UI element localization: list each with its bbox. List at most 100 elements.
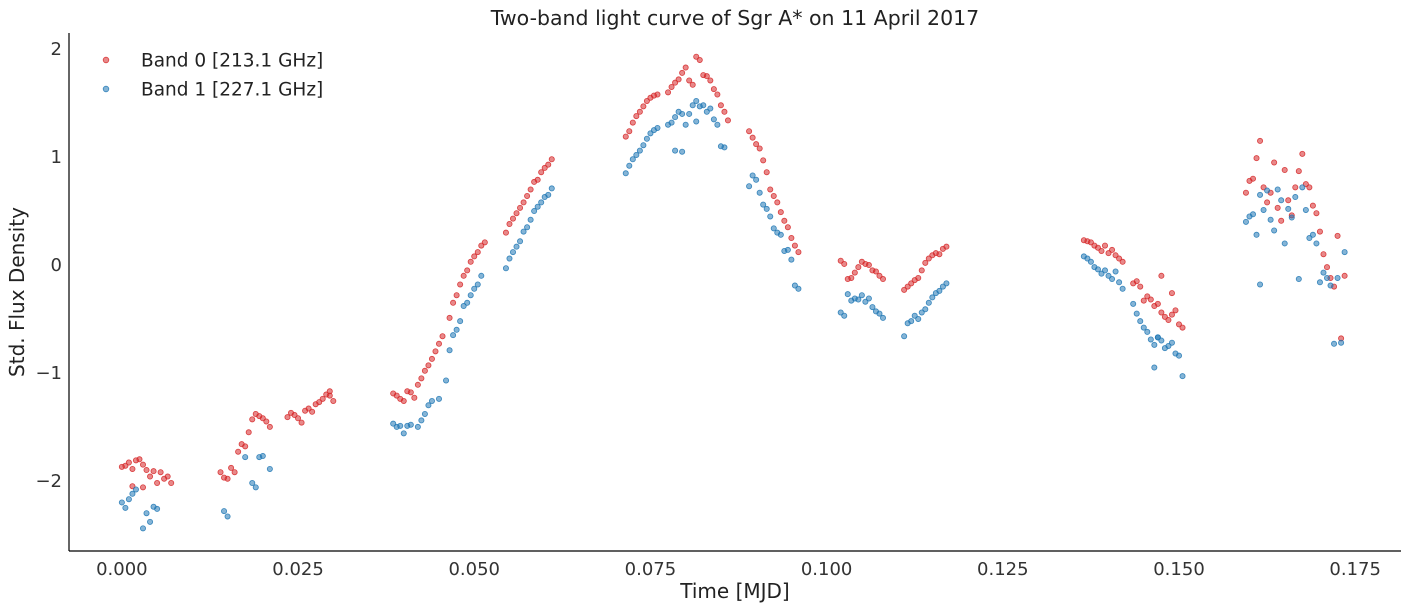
data-point xyxy=(513,243,520,250)
data-point xyxy=(1109,276,1116,283)
data-point xyxy=(749,172,756,179)
data-point xyxy=(672,147,679,154)
data-point xyxy=(143,467,150,474)
data-point xyxy=(682,121,689,128)
data-point xyxy=(460,272,467,279)
data-point xyxy=(517,238,524,245)
data-point xyxy=(1253,155,1260,162)
data-point xyxy=(538,199,545,206)
data-point xyxy=(1306,184,1313,191)
data-point xyxy=(217,469,224,476)
data-point xyxy=(1137,318,1144,325)
chart-title: Two-band light curve of Sgr A* on 11 Apr… xyxy=(490,6,979,30)
data-point xyxy=(1288,214,1295,221)
y-tick-label: 2 xyxy=(51,39,62,60)
data-point xyxy=(841,260,848,267)
data-point xyxy=(1299,150,1306,157)
data-point xyxy=(242,443,249,450)
data-point xyxy=(707,105,714,112)
data-point xyxy=(139,484,146,491)
data-point xyxy=(1165,317,1172,324)
data-point xyxy=(400,430,407,437)
data-point xyxy=(1271,227,1278,234)
data-point xyxy=(1119,285,1126,292)
data-point xyxy=(545,191,552,198)
data-point xyxy=(777,231,784,238)
data-point xyxy=(1119,258,1126,265)
data-point xyxy=(1327,282,1334,289)
data-point xyxy=(675,76,682,83)
data-point xyxy=(770,225,777,232)
data-point xyxy=(1292,184,1299,191)
data-point xyxy=(136,456,143,463)
data-point xyxy=(464,299,471,306)
data-point xyxy=(855,264,862,271)
data-point xyxy=(689,81,696,88)
data-point xyxy=(696,56,703,63)
data-point xyxy=(872,268,879,275)
data-point xyxy=(1267,216,1274,223)
legend-label: Band 0 [213.1 GHz] xyxy=(141,51,323,72)
data-point xyxy=(689,102,696,109)
data-point xyxy=(527,216,534,223)
data-point xyxy=(1320,251,1327,258)
data-point xyxy=(756,145,763,152)
data-point xyxy=(943,243,950,250)
data-point xyxy=(1133,310,1140,317)
data-point xyxy=(1274,186,1281,193)
data-point xyxy=(784,246,791,253)
data-point xyxy=(922,259,929,266)
data-point xyxy=(506,221,513,228)
y-axis-ticks: −2 −1 0 1 2 xyxy=(35,39,62,492)
data-point xyxy=(471,253,478,260)
data-point xyxy=(1274,204,1281,211)
data-point xyxy=(432,348,439,355)
data-point xyxy=(880,276,887,283)
data-point xyxy=(654,91,661,98)
data-point xyxy=(851,269,858,276)
data-point xyxy=(665,89,672,96)
data-point xyxy=(1334,232,1341,239)
data-point xyxy=(1109,246,1116,253)
data-point xyxy=(788,235,795,242)
data-point xyxy=(524,224,531,231)
data-point xyxy=(425,362,432,369)
data-point xyxy=(1295,276,1302,283)
y-tick-label: −1 xyxy=(35,363,62,384)
data-point xyxy=(509,215,516,222)
data-point xyxy=(1257,137,1264,144)
data-point xyxy=(157,469,164,476)
data-point xyxy=(125,459,132,466)
data-point xyxy=(517,204,524,211)
data-point xyxy=(788,256,795,263)
data-point xyxy=(421,410,428,417)
data-point xyxy=(721,144,728,151)
data-point xyxy=(298,419,305,426)
legend-marker xyxy=(102,85,110,93)
data-point xyxy=(1133,278,1140,285)
data-point xyxy=(760,157,767,164)
data-point xyxy=(1257,191,1264,198)
data-point xyxy=(1158,272,1165,279)
legend-label: Band 1 [227.1 GHz] xyxy=(141,80,323,101)
data-point xyxy=(1112,268,1119,275)
data-point xyxy=(760,201,767,208)
data-point xyxy=(1094,266,1101,273)
data-point xyxy=(418,417,425,424)
data-point xyxy=(1250,211,1257,218)
data-point xyxy=(509,249,516,256)
data-point xyxy=(259,453,266,460)
data-point xyxy=(326,392,333,399)
data-point xyxy=(414,423,421,430)
x-tick-label: 0.025 xyxy=(272,559,324,580)
data-point xyxy=(1331,340,1338,347)
data-point xyxy=(1168,311,1175,318)
data-point xyxy=(411,394,418,401)
data-point xyxy=(865,295,872,302)
data-point xyxy=(721,108,728,115)
data-point xyxy=(147,518,154,525)
data-point xyxy=(654,124,661,131)
data-point xyxy=(918,267,925,274)
data-point xyxy=(1338,339,1345,346)
data-point xyxy=(1098,247,1105,254)
